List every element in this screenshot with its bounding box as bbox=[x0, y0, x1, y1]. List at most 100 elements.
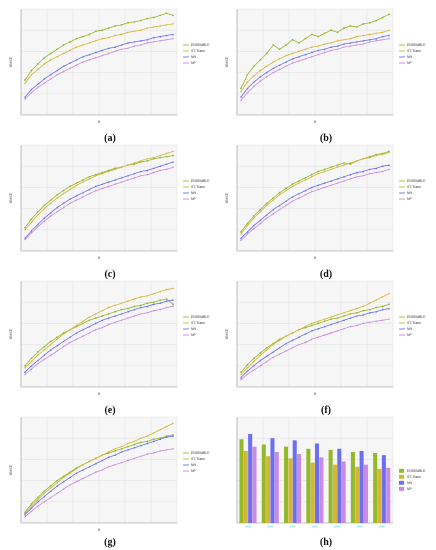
data-point bbox=[172, 14, 174, 17]
data-point bbox=[172, 305, 174, 308]
data-point bbox=[69, 336, 72, 338]
series-line-NP bbox=[240, 38, 390, 101]
bar-NN bbox=[270, 438, 275, 523]
data-point bbox=[120, 181, 123, 184]
data-point bbox=[265, 75, 268, 78]
data-point bbox=[388, 29, 390, 32]
data-point bbox=[146, 17, 149, 20]
data-point bbox=[317, 327, 320, 330]
data-point bbox=[56, 338, 59, 341]
y-axis-label: RMSE bbox=[9, 328, 13, 339]
x-axis-label: N bbox=[314, 256, 317, 260]
data-point bbox=[69, 341, 72, 344]
data-point bbox=[336, 45, 339, 47]
data-point bbox=[272, 71, 275, 74]
data-point bbox=[165, 298, 168, 300]
data-point bbox=[88, 331, 91, 334]
chart-svg-g: RMSE N ENSEMBLE ST-Trans NN NP bbox=[9, 416, 210, 532]
data-point bbox=[291, 195, 294, 198]
data-point bbox=[252, 74, 255, 77]
data-point bbox=[291, 346, 294, 349]
data-point bbox=[120, 319, 123, 322]
chart-svg-e: RMSE N ENSEMBLE ST-Trans NN NP bbox=[9, 280, 210, 396]
chart-panel-c: RMSE N ENSEMBLE ST-Trans NN NP bbox=[5, 141, 215, 265]
data-point bbox=[69, 197, 72, 200]
data-point bbox=[94, 457, 97, 460]
data-point bbox=[272, 212, 275, 215]
data-point bbox=[43, 495, 46, 498]
data-point bbox=[304, 176, 307, 179]
data-point bbox=[36, 68, 39, 71]
data-point bbox=[336, 329, 339, 332]
bar-ENSEMBLE bbox=[239, 439, 244, 523]
category-tick-marker bbox=[267, 525, 274, 528]
data-point bbox=[120, 312, 123, 315]
legend-label-ENSEMBLE: ENSEMBLE bbox=[407, 469, 426, 473]
data-point bbox=[336, 31, 339, 34]
data-point bbox=[81, 468, 84, 471]
data-point bbox=[107, 181, 110, 183]
data-point bbox=[342, 164, 345, 167]
y-axis-label: RMSE bbox=[225, 192, 229, 203]
data-point bbox=[159, 154, 162, 157]
bar-ST-Trans bbox=[266, 456, 271, 523]
data-point bbox=[75, 324, 78, 327]
data-point bbox=[304, 341, 307, 344]
data-point bbox=[272, 356, 275, 359]
data-point bbox=[159, 428, 162, 431]
data-point bbox=[317, 320, 320, 323]
data-point bbox=[30, 507, 33, 509]
data-point bbox=[323, 182, 326, 184]
data-point bbox=[75, 338, 78, 341]
data-point bbox=[62, 480, 65, 483]
data-point bbox=[297, 197, 300, 199]
legend-label-NN: NN bbox=[407, 191, 412, 195]
data-point bbox=[43, 500, 46, 503]
data-point bbox=[49, 348, 52, 351]
data-point bbox=[278, 48, 281, 51]
data-point bbox=[88, 175, 91, 178]
data-point bbox=[43, 345, 46, 348]
data-point bbox=[252, 224, 255, 227]
data-point bbox=[43, 217, 46, 219]
data-point bbox=[49, 354, 52, 357]
data-point bbox=[259, 219, 262, 222]
data-point bbox=[240, 233, 242, 236]
data-point bbox=[375, 39, 378, 42]
data-point bbox=[75, 194, 78, 197]
data-point bbox=[381, 305, 384, 308]
data-point bbox=[36, 86, 39, 89]
legend-label-ST-Trans: ST-Trans bbox=[191, 457, 205, 461]
bar-ST-Trans bbox=[377, 468, 382, 523]
data-point bbox=[259, 58, 262, 61]
data-point bbox=[381, 31, 384, 34]
data-point bbox=[355, 311, 358, 314]
data-point bbox=[342, 46, 345, 49]
data-point bbox=[43, 82, 46, 85]
data-point bbox=[310, 46, 313, 49]
subfigure-label-h: (h) bbox=[319, 537, 333, 548]
data-point bbox=[349, 41, 352, 44]
data-point bbox=[362, 174, 365, 177]
data-point bbox=[297, 55, 300, 58]
legend-label-ENSEMBLE: ENSEMBLE bbox=[191, 451, 210, 455]
data-point bbox=[94, 328, 97, 331]
series-line-NN bbox=[240, 164, 390, 239]
data-point bbox=[56, 48, 59, 51]
data-point bbox=[388, 34, 390, 37]
data-point bbox=[159, 299, 162, 301]
series-line-NP bbox=[24, 166, 174, 240]
data-point bbox=[165, 448, 168, 451]
data-point bbox=[75, 480, 78, 483]
data-point bbox=[107, 27, 110, 29]
data-point bbox=[265, 355, 268, 358]
data-point bbox=[297, 59, 300, 62]
data-point bbox=[88, 33, 91, 36]
bar-NP bbox=[363, 464, 368, 523]
data-point bbox=[159, 449, 162, 452]
data-point bbox=[62, 206, 65, 209]
data-point bbox=[330, 184, 333, 187]
series-line-ENSEMBLE bbox=[240, 303, 390, 373]
data-point bbox=[88, 316, 91, 319]
data-point bbox=[172, 154, 174, 157]
